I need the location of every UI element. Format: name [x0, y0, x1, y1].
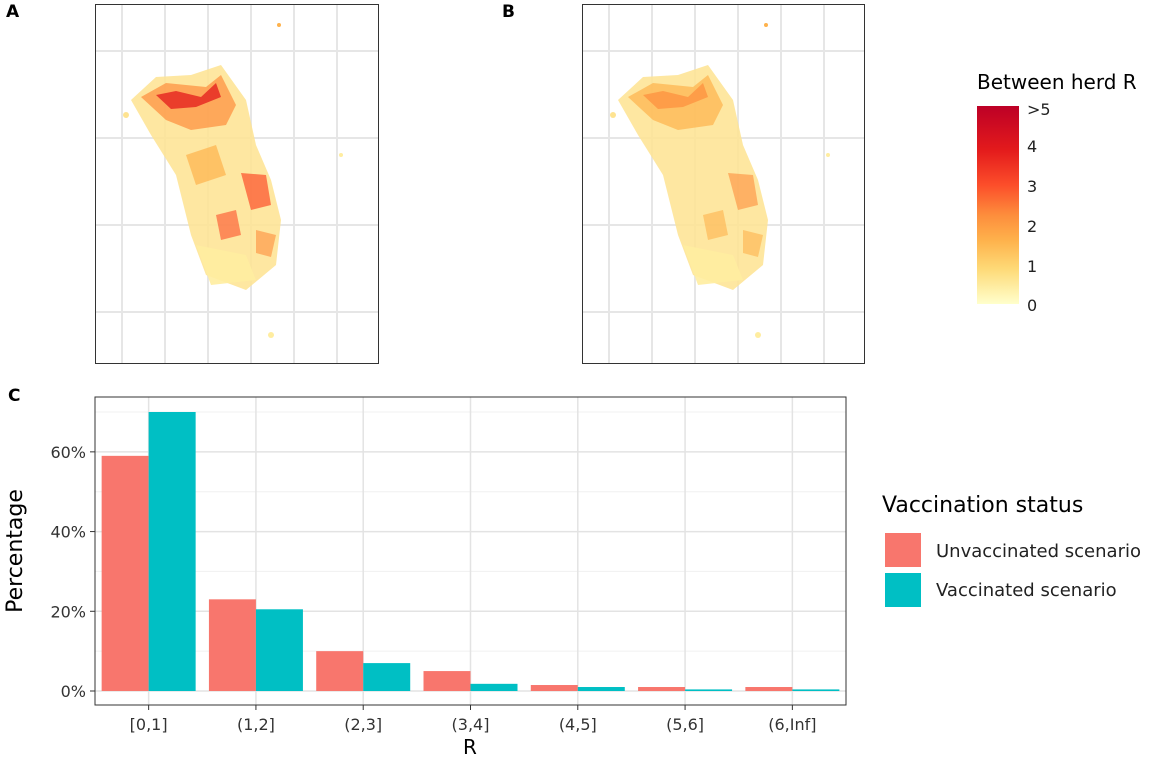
chart-gridlines [95, 397, 846, 705]
bar-unvaccinated [423, 671, 471, 691]
map-panel-b [582, 4, 865, 364]
colorbar-tick-label: 4 [1027, 137, 1038, 156]
map-a-graphic [96, 5, 378, 363]
y-tick-label: 20% [50, 602, 86, 621]
bar-vaccinated [363, 663, 411, 691]
x-tick-label: (1,2] [237, 715, 275, 734]
x-axis-label: R [463, 735, 477, 759]
panel-c-label: C [8, 386, 21, 406]
chart-bars [101, 412, 840, 691]
bar-unvaccinated [638, 687, 686, 691]
x-tick-label: (3,4] [452, 715, 490, 734]
bar-vaccinated [577, 687, 625, 691]
vaccination-legend-title: Vaccination status [882, 493, 1084, 518]
bar-vaccinated [792, 689, 840, 691]
colorbar-tick-label: 1 [1027, 257, 1038, 276]
y-tick-label: 60% [50, 443, 86, 462]
colorbar-tick-label: >5 [1027, 100, 1051, 119]
map-b-region [610, 23, 830, 338]
bar-vaccinated [255, 609, 303, 691]
colorbar-tick-label: 2 [1027, 217, 1038, 236]
legend-label-unvaccinated: Unvaccinated scenario [936, 541, 1141, 562]
map-panel-a [95, 4, 379, 364]
y-tick-label: 0% [61, 682, 86, 701]
legend-label-vaccinated: Vaccinated scenario [936, 580, 1117, 601]
colorbar-tick-label: 0 [1027, 296, 1038, 315]
legend-key-vaccinated [885, 573, 921, 607]
y-tick-label: 40% [50, 523, 86, 542]
map-a-region [123, 23, 343, 338]
bar-unvaccinated [316, 651, 364, 691]
y-axis-label: Percentage [3, 489, 28, 613]
x-tick-label: (4,5] [559, 715, 597, 734]
map-legend-colorbar [977, 106, 1019, 304]
panel-b-label: B [502, 2, 515, 22]
legend-key-unvaccinated [885, 533, 921, 567]
colorbar-tick-label: 3 [1027, 177, 1038, 196]
bar-vaccinated [470, 683, 518, 691]
bar-vaccinated [685, 689, 733, 691]
bar-unvaccinated [101, 455, 149, 691]
bar-unvaccinated [530, 685, 578, 691]
map-b-graphic [583, 5, 864, 363]
bar-vaccinated [148, 412, 196, 691]
chart-ticks: [0,1] (1,2] (2,3] (3,4] (4,5] (5,6] (6,Inf] 0% 2… [50, 443, 816, 734]
x-tick-label: (2,3] [344, 715, 382, 734]
x-tick-label: (5,6] [666, 715, 704, 734]
x-tick-label: [0,1] [130, 715, 168, 734]
bar-unvaccinated [208, 599, 256, 691]
map-legend-title: Between herd R [977, 70, 1137, 94]
panel-a-label: A [6, 2, 20, 22]
bar-unvaccinated [745, 687, 793, 691]
x-tick-label: (6,Inf] [768, 715, 816, 734]
